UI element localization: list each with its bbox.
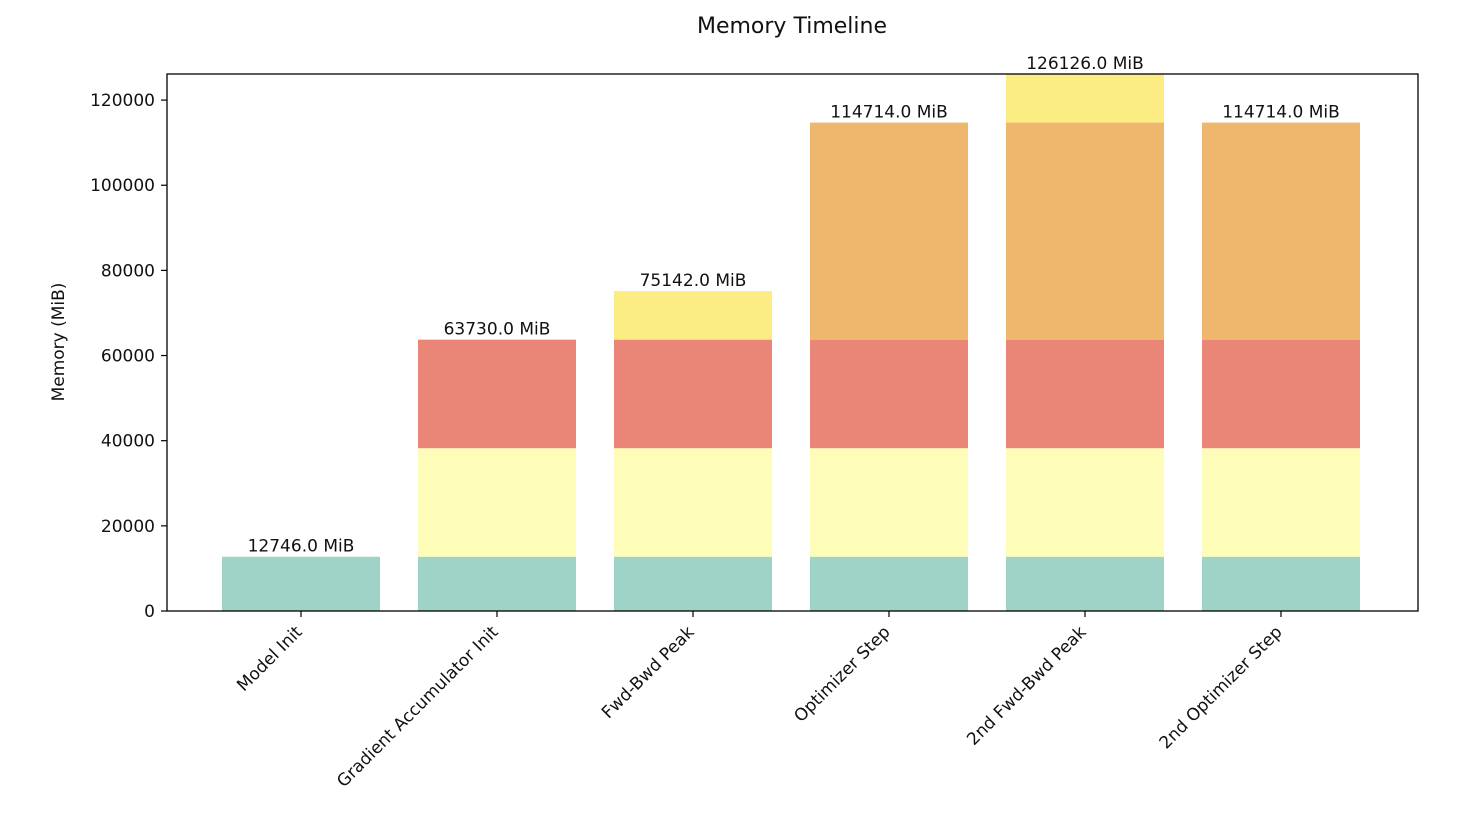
- bar-total-label: 63730.0 MiB: [444, 320, 551, 340]
- bar-total-label: 114714.0 MiB: [1222, 103, 1340, 123]
- y-axis-ticks: 0 20000 40000 60000 80000 100000 120000: [90, 91, 167, 622]
- bar-segment: [418, 556, 576, 611]
- chart-title: Memory Timeline: [697, 14, 887, 39]
- x-tick-label: Optimizer Step: [790, 622, 894, 726]
- bar-total-label: 114714.0 MiB: [830, 103, 948, 123]
- y-tick-label: 40000: [101, 432, 155, 452]
- x-tick-label: 2nd Optimizer Step: [1156, 622, 1287, 753]
- bar-segment: [614, 339, 772, 449]
- plot-frame: [166, 73, 1419, 612]
- y-axis-label: Memory (MiB): [49, 283, 69, 402]
- x-tick-label: 2nd Fwd-Bwd Peak: [963, 622, 1090, 749]
- value-labels-layer: 12746.0 MiB 63730.0 MiB 75142.0 MiB 114714.…: [248, 54, 1340, 557]
- bar-segment: [1006, 448, 1164, 557]
- bar-total-label: 12746.0 MiB: [248, 537, 355, 557]
- x-tick-label: Fwd-Bwd Peak: [598, 622, 699, 723]
- y-tick-label: 100000: [90, 176, 155, 196]
- bar-segment: [1006, 74, 1164, 123]
- bar-segment: [1006, 339, 1164, 449]
- x-axis-ticks: Model Init Gradient Accumulator Init Fwd-B…: [233, 611, 1287, 792]
- y-tick-label: 60000: [101, 347, 155, 367]
- bar-segment: [418, 339, 576, 449]
- bar-segment: [1006, 122, 1164, 340]
- y-tick-label: 80000: [101, 261, 155, 281]
- y-tick-label: 0: [144, 602, 155, 622]
- bar-segment: [614, 291, 772, 340]
- x-tick-label: Gradient Accumulator Init: [333, 622, 502, 791]
- bar-segment: [1202, 556, 1360, 611]
- bar-segment: [1006, 556, 1164, 611]
- bar-segment: [810, 122, 968, 340]
- y-tick-label: 120000: [90, 91, 155, 111]
- bar-segment: [614, 556, 772, 611]
- bar-segment: [810, 556, 968, 611]
- bar-segment: [1202, 448, 1360, 557]
- bar-segment: [1202, 122, 1360, 340]
- bar-total-label: 126126.0 MiB: [1026, 54, 1144, 74]
- bar-total-label: 75142.0 MiB: [640, 271, 747, 291]
- bars-layer: [222, 74, 1360, 611]
- bar-segment: [614, 448, 772, 557]
- bar-segment: [222, 556, 380, 611]
- bar-segment: [1202, 339, 1360, 449]
- bar-segment: [810, 339, 968, 449]
- bar-segment: [418, 448, 576, 557]
- x-tick-label: Model Init: [233, 622, 307, 696]
- y-tick-label: 20000: [101, 517, 155, 537]
- bar-segment: [810, 448, 968, 557]
